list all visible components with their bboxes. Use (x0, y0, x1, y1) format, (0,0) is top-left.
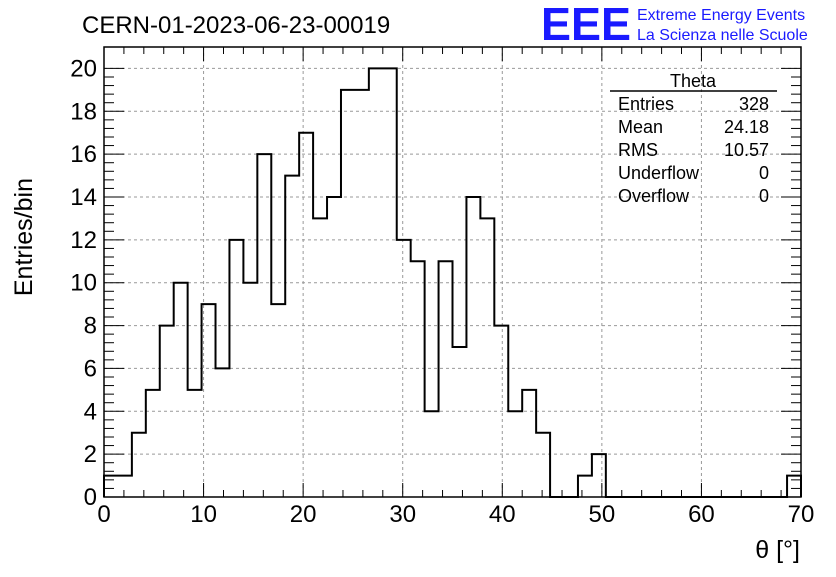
x-tick-label: 40 (489, 501, 516, 528)
x-tick-label: 10 (190, 501, 217, 528)
grid-layer (104, 47, 801, 497)
x-tick-label: 0 (97, 501, 110, 528)
eee-logo-mark: EEE (541, 0, 631, 50)
axis-ticks (103, 47, 802, 498)
x-tick-label: 70 (788, 501, 815, 528)
y-tick-label: 20 (70, 55, 97, 82)
stats-value: 328 (739, 94, 769, 114)
eee-logo: EEE Extreme Energy Events La Scienza nel… (541, 0, 808, 50)
stats-value: 0 (759, 163, 769, 183)
stats-value: 0 (759, 186, 769, 206)
y-tick-label: 14 (70, 184, 97, 211)
stats-label: Mean (618, 117, 663, 137)
x-tick-label: 30 (389, 501, 416, 528)
stats-label: Overflow (618, 186, 690, 206)
stats-title: Theta (670, 71, 717, 91)
stats-label: Entries (618, 94, 674, 114)
x-tick-label: 60 (688, 501, 715, 528)
x-tick-labels: 0 10 20 30 40 50 60 70 (97, 501, 814, 528)
stats-label: RMS (618, 140, 658, 160)
stats-box: Theta Entries 328 Mean 24.18 RMS 10.57 Underfl… (610, 71, 777, 206)
y-tick-label: 4 (84, 398, 97, 425)
y-tick-label: 2 (84, 441, 97, 468)
stats-value: 10.57 (724, 140, 769, 160)
y-tick-label: 8 (84, 313, 97, 340)
plot-frame (103, 46, 802, 498)
y-tick-label: 0 (84, 484, 97, 511)
y-tick-label: 16 (70, 141, 97, 168)
y-tick-labels: 0 2 4 6 8 10 12 14 16 18 20 (70, 55, 97, 511)
y-axis-label: Entries/bin (10, 178, 38, 296)
stats-rows: Entries 328 Mean 24.18 RMS 10.57 Underflow 0 Ove… (618, 94, 769, 206)
x-axis-label: θ [°] (755, 536, 800, 564)
x-tick-label: 50 (589, 501, 616, 528)
stats-value: 24.18 (724, 117, 769, 137)
run-title: CERN-01-2023-06-23-00019 (82, 12, 390, 39)
stats-label: Underflow (618, 163, 700, 183)
y-tick-label: 18 (70, 98, 97, 125)
eee-logo-line2: La Scienza nelle Scuole (637, 27, 808, 44)
y-tick-label: 10 (70, 270, 97, 297)
x-tick-label: 20 (290, 501, 317, 528)
eee-logo-line1: Extreme Energy Events (637, 7, 805, 24)
y-tick-label: 12 (70, 227, 97, 254)
y-tick-label: 6 (84, 355, 97, 382)
